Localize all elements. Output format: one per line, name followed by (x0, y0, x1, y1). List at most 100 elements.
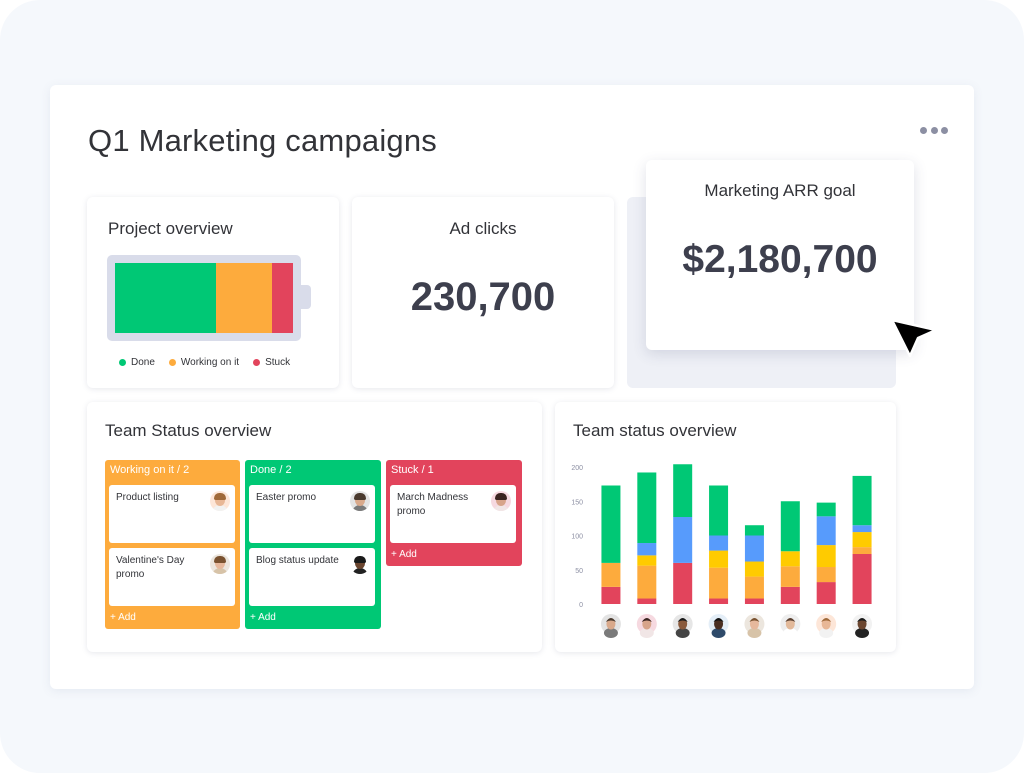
bar-segment (601, 485, 621, 563)
legend-dot (253, 359, 261, 366)
y-tick-label: 50 (575, 568, 583, 575)
kanban-card[interactable]: Valentine's Day promo (109, 548, 235, 606)
legend-dot (168, 359, 176, 366)
more-options-icon[interactable] (920, 123, 948, 137)
avatar (491, 491, 511, 511)
bar-segment (637, 555, 657, 566)
widget-title: Project overview (108, 219, 233, 238)
widget-title: Marketing ARR goal (704, 181, 856, 200)
kanban-column-working: Working on it / 2 Product listing Valent… (105, 460, 240, 629)
bar-segment (744, 598, 764, 604)
team-status-chart-widget[interactable]: Team status overview 0 50 100 150 200 (555, 402, 896, 652)
bar-segment (852, 525, 872, 533)
bar-segment (816, 516, 836, 546)
bar-segment (780, 566, 800, 587)
y-tick-label: 200 (571, 465, 583, 472)
kanban-card[interactable]: Easter promo (249, 485, 375, 543)
column-header: Done / 2 (250, 464, 292, 476)
bar-segment (852, 547, 872, 554)
team-status-kanban-widget[interactable]: Team Status overview Working on it / 2 P… (87, 402, 542, 652)
arr-goal-widget[interactable]: Marketing ARR goal $2,180,700 (646, 160, 914, 350)
bar-segment (780, 586, 800, 604)
bar-segment (744, 535, 764, 562)
legend: Done Working on it Stuck (119, 357, 290, 368)
bar-segment (709, 598, 729, 604)
bar-segment (744, 576, 764, 599)
bar-segment (816, 567, 836, 583)
bar-segment (637, 598, 657, 604)
avatar (600, 614, 621, 638)
battery-segment-done (115, 263, 217, 333)
avatar (350, 491, 370, 511)
avatar (210, 554, 230, 574)
avatar (744, 614, 765, 638)
widget-title: Team Status overview (105, 421, 272, 440)
kanban-card[interactable]: March Madness promo (390, 485, 516, 543)
chart-title: Team status overview (573, 421, 737, 440)
column-header: Stuck / 1 (391, 464, 434, 476)
widget-title: Ad clicks (449, 219, 517, 238)
battery-segment-stuck (271, 263, 293, 333)
card-title: Valentine's Day promo (116, 555, 185, 580)
avatar (708, 614, 729, 638)
bar-segment (601, 562, 621, 587)
card-title: Product listing (116, 492, 179, 503)
legend-label: Stuck (265, 357, 291, 368)
bar-segment (744, 525, 764, 536)
bar-segment (780, 551, 800, 567)
bar-segment (744, 561, 764, 577)
battery-chart (107, 255, 301, 341)
arr-goal-value: $2,180,700 (682, 238, 878, 281)
bar-segment (637, 565, 657, 599)
project-overview-widget[interactable]: Project overview Done Working on it Stuc… (87, 197, 339, 388)
bar-segment (780, 501, 800, 552)
add-item-button[interactable]: + Add (110, 612, 136, 623)
y-tick-label: 100 (571, 534, 583, 541)
bar-segment (852, 532, 872, 548)
mouse-pointer-icon (890, 318, 938, 358)
bar-segment (709, 567, 729, 599)
kanban-card[interactable]: Product listing (109, 485, 235, 543)
battery-cap (301, 285, 311, 309)
ad-clicks-value: 230,700 (410, 275, 556, 319)
bar-segment (673, 464, 693, 518)
bar-segment (601, 586, 621, 604)
avatar (852, 614, 873, 638)
y-tick-label: 150 (571, 499, 583, 506)
bar-segment (637, 543, 657, 556)
bar-segment (709, 485, 729, 536)
add-item-button[interactable]: + Add (391, 549, 417, 560)
kanban-column-done: Done / 2 Easter promo Blog status update… (245, 460, 381, 629)
page-title: Q1 Marketing campaigns (88, 123, 438, 158)
ad-clicks-widget[interactable]: Ad clicks 230,700 (352, 197, 614, 388)
bar-segment (816, 545, 836, 568)
bar-segment (852, 553, 872, 604)
bar-segment (709, 550, 729, 568)
avatar (816, 614, 837, 638)
bar-segment (673, 517, 693, 563)
add-item-button[interactable]: + Add (250, 612, 276, 623)
legend-item-working: Working on it (168, 357, 240, 368)
legend-label: Working on it (180, 357, 240, 368)
battery-segment-working-on-it (216, 263, 272, 333)
avatar (672, 614, 693, 638)
bar-segment (637, 472, 657, 544)
kanban-column-stuck: Stuck / 1 March Madness promo + Add (386, 460, 522, 566)
legend-item-stuck: Stuck (253, 357, 290, 368)
card-title: Blog status update (256, 555, 339, 566)
avatar (636, 614, 657, 638)
kanban-card[interactable]: Blog status update (249, 548, 375, 606)
avatar (350, 554, 370, 574)
legend-item-done: Done (119, 357, 155, 368)
card-title: Easter promo (256, 492, 317, 503)
stacked-bar-chart: 0 50 100 150 200 (571, 464, 873, 638)
bar-segment (852, 475, 872, 526)
bar-segment (816, 502, 836, 517)
avatar (210, 491, 230, 511)
bar-segment (673, 562, 693, 604)
card-title: March Madness promo (397, 492, 469, 517)
bar-segment (709, 535, 729, 551)
column-header: Working on it / 2 (110, 464, 190, 476)
legend-label: Done (131, 357, 155, 368)
